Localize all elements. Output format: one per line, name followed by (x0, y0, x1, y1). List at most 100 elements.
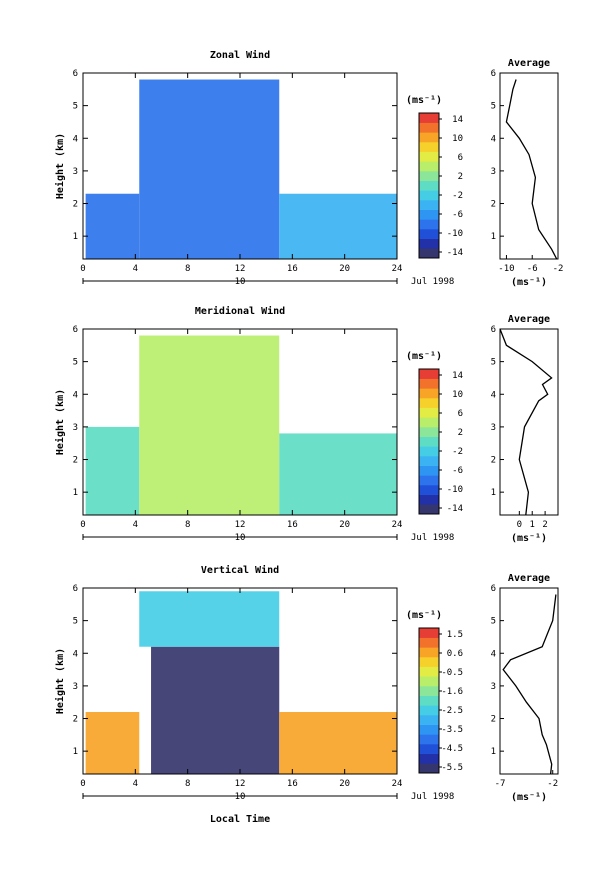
profile-frame (499, 72, 559, 260)
colorbar-tick-label: 14 (452, 371, 463, 381)
data-region (279, 712, 397, 774)
profile-x-label: (ms⁻¹) (511, 533, 547, 544)
colorbar-swatch (419, 122, 439, 133)
x-tick-label: 16 (287, 520, 298, 530)
profile-y-tick-label: 3 (491, 423, 496, 433)
data-region (139, 591, 280, 647)
y-tick-label: 1 (73, 232, 78, 242)
profile-title: Average (508, 573, 550, 584)
colorbar-swatch (419, 190, 439, 201)
profile-x-tick-label: -7 (495, 779, 506, 789)
panel-title: Zonal Wind (210, 49, 270, 61)
colorbar-tick-label: 2 (458, 428, 463, 438)
colorbar-swatch (419, 238, 439, 249)
colorbar-swatch (419, 753, 439, 764)
colorbar-swatch (419, 647, 439, 658)
colorbar-swatch (419, 446, 439, 457)
x-tick-label: 16 (287, 264, 298, 274)
y-tick-label: 4 (73, 649, 78, 659)
colorbar-tick-label: -2 (452, 191, 463, 201)
colorbar-swatch (419, 637, 439, 648)
profile-x-label: (ms⁻¹) (511, 792, 547, 803)
colorbar-swatch (419, 407, 439, 418)
y-tick-label: 2 (73, 456, 78, 466)
y-tick-label: 5 (73, 617, 78, 627)
y-tick-label: 3 (73, 682, 78, 692)
colorbar-swatch (419, 219, 439, 230)
y-tick-label: 4 (73, 390, 78, 400)
colorbar-swatch (419, 504, 439, 515)
colorbar-tick-label: 1.5 (447, 630, 463, 640)
colorbar-swatch (419, 628, 439, 638)
profile-line (499, 328, 553, 516)
profile-y-tick-label: 2 (491, 200, 496, 210)
colorbar-tick-label: 2 (458, 172, 463, 182)
profile-line (502, 594, 557, 775)
colorbar-tick-label: 6 (458, 153, 463, 163)
colorbar-swatch (419, 378, 439, 389)
colorbar-swatch (419, 494, 439, 505)
x-tick-label: 20 (339, 779, 350, 789)
x-tick-label: 20 (339, 264, 350, 274)
colorbar-swatch (419, 657, 439, 667)
y-tick-label: 5 (73, 358, 78, 368)
colorbar-tick-label: -2.5 (441, 706, 463, 716)
profile-y-tick-label: 4 (491, 649, 496, 659)
colorbar-swatch (419, 142, 439, 152)
data-region (139, 335, 280, 515)
colorbar-tick-label: 10 (452, 390, 463, 400)
day-label: 10 (235, 277, 246, 287)
colorbar-swatch (419, 724, 439, 735)
colorbar-swatch (419, 465, 439, 476)
colorbar-swatch (419, 456, 439, 466)
x-tick-label: 20 (339, 520, 350, 530)
date-label: Jul 1998 (411, 277, 454, 287)
profile-frame (499, 587, 559, 775)
day-label: 10 (235, 533, 246, 543)
colorbar-swatch (419, 763, 439, 774)
y-tick-label: 1 (73, 747, 78, 757)
x-tick-label: 4 (133, 779, 138, 789)
colorbar-tick-label: -6 (452, 466, 463, 476)
x-tick-label: 0 (80, 779, 85, 789)
colorbar-swatch (419, 161, 439, 172)
colorbar-swatch (419, 151, 439, 162)
profile-y-tick-label: 1 (491, 488, 496, 498)
y-axis-label: Height (km) (54, 648, 66, 714)
y-tick-label: 6 (73, 325, 78, 335)
profile-line (505, 79, 558, 260)
colorbar-swatch (419, 200, 439, 210)
colorbar-swatch (419, 180, 439, 191)
colorbar-swatch (419, 734, 439, 745)
x-tick-label: 24 (392, 779, 403, 789)
y-tick-label: 2 (73, 715, 78, 725)
data-region (279, 433, 397, 515)
colorbar-swatch (419, 113, 439, 123)
y-tick-label: 4 (73, 134, 78, 144)
colorbar-unit: (ms⁻¹) (406, 610, 442, 621)
y-axis-label: Height (km) (54, 133, 66, 199)
colorbar-swatch (419, 171, 439, 181)
colorbar-swatch (419, 744, 439, 754)
profile-y-tick-label: 6 (491, 325, 496, 335)
profile-y-tick-label: 4 (491, 390, 496, 400)
x-tick-label: 0 (80, 264, 85, 274)
y-tick-label: 6 (73, 584, 78, 594)
colorbar-swatch (419, 686, 439, 696)
colorbar-tick-label: -0.5 (441, 668, 463, 678)
y-axis-label: Height (km) (54, 389, 66, 455)
date-label: Jul 1998 (411, 533, 454, 543)
y-tick-label: 3 (73, 167, 78, 177)
colorbar-tick-label: -10 (447, 485, 463, 495)
colorbar-swatch (419, 248, 439, 259)
colorbar-frame (418, 627, 440, 774)
profile-y-tick-label: 4 (491, 134, 496, 144)
x-tick-label: 16 (287, 779, 298, 789)
data-region (139, 79, 280, 260)
colorbar-tick-label: -1.6 (441, 687, 463, 697)
colorbar-frame (418, 112, 440, 259)
data-region (85, 712, 140, 774)
profile-y-tick-label: 2 (491, 456, 496, 466)
y-tick-label: 2 (73, 200, 78, 210)
